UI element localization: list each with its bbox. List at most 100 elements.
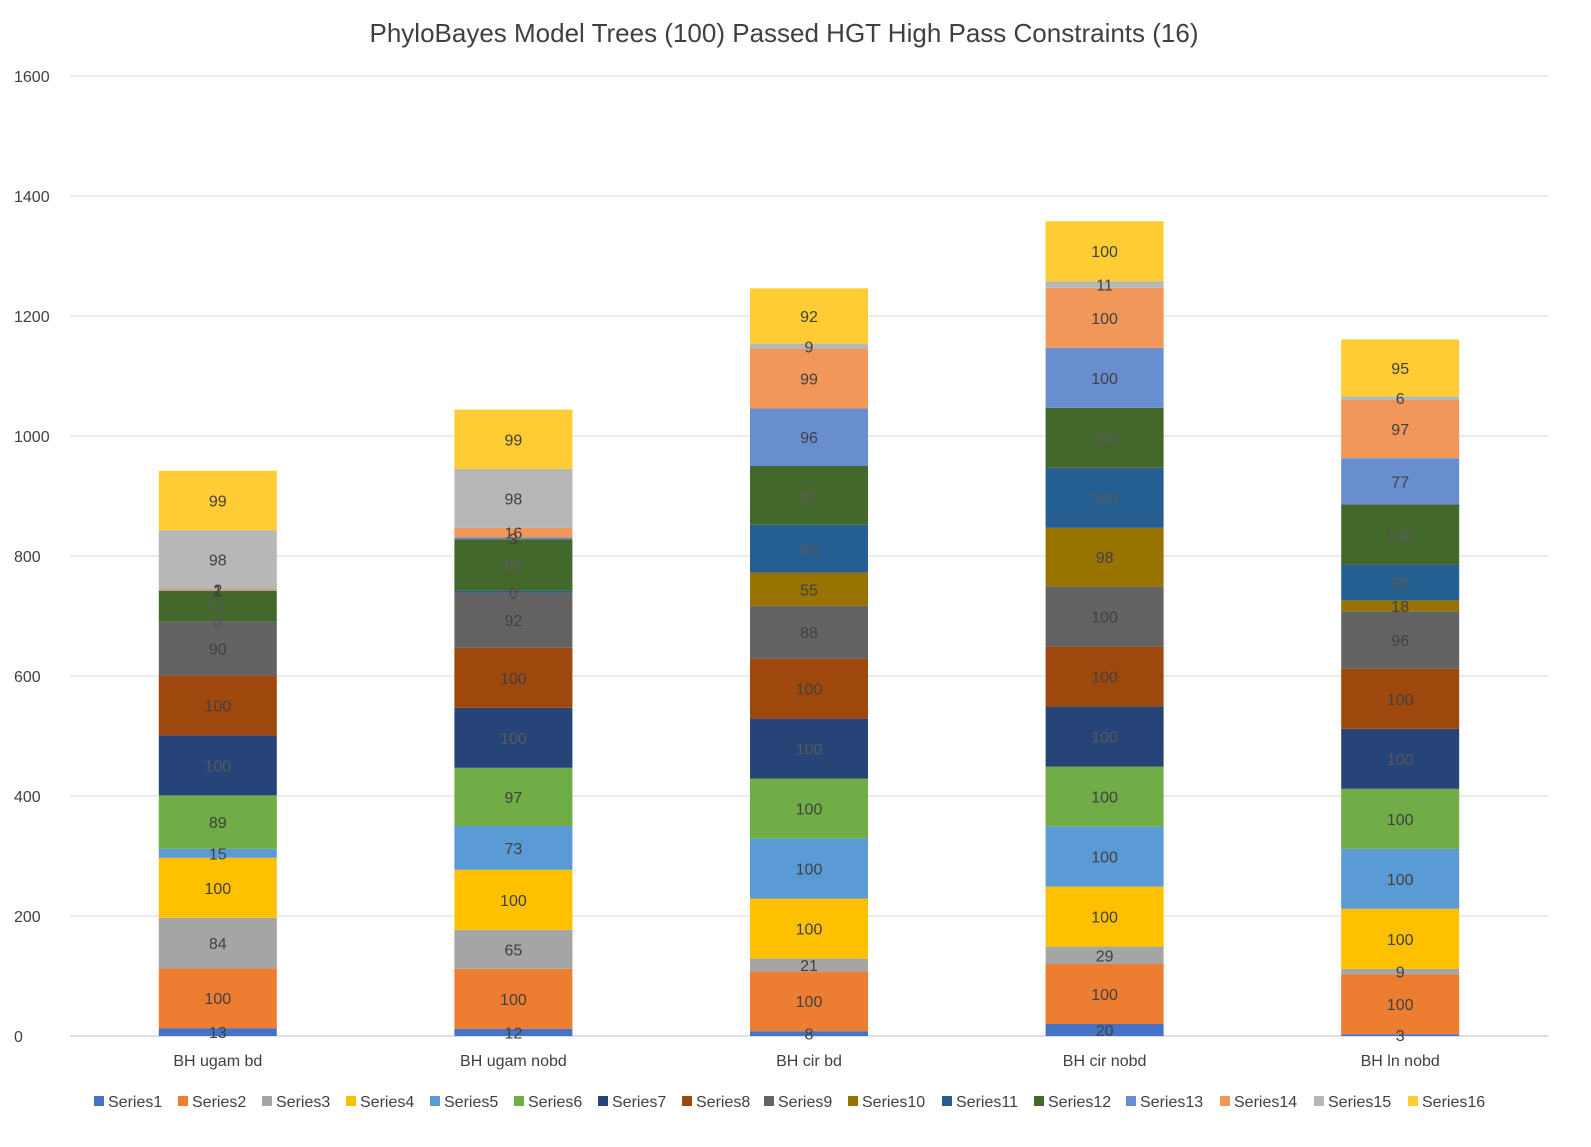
data-label-series1: 3	[1396, 1028, 1405, 1045]
category-label: BH ugam bd	[173, 1053, 262, 1070]
bar-segment-series2	[1341, 974, 1460, 1035]
data-label-series14: 99	[800, 372, 818, 389]
bar-segment-series6	[158, 795, 277, 849]
data-label-series14: 2	[213, 583, 222, 600]
data-label-series12: 100	[1091, 431, 1118, 448]
bar-segment-series9	[158, 621, 277, 676]
bar-segment-series4	[454, 869, 573, 930]
bar-segment-series13	[1341, 458, 1460, 505]
bar-segment-series10	[750, 572, 868, 606]
bar-segment-series6	[1341, 788, 1460, 849]
bar-segment-series14	[158, 589, 277, 591]
legend-label-series3: Series3	[276, 1094, 330, 1111]
data-label-series9: 92	[505, 613, 523, 630]
legend-label-series12: Series12	[1048, 1094, 1111, 1111]
bar-segment-series1	[1045, 1024, 1164, 1036]
bar-segment-series15	[1341, 396, 1460, 400]
bar-segment-series5	[750, 838, 868, 899]
bar-segment-series3	[750, 958, 868, 972]
bar-segment-series12	[158, 590, 277, 622]
data-label-series7: 100	[1091, 730, 1118, 747]
bar-segment-series1	[454, 1028, 573, 1036]
data-label-series12: 51	[209, 599, 227, 616]
data-label-series8: 100	[204, 698, 231, 715]
data-label-series9: 96	[1391, 633, 1409, 650]
bar-segment-series7	[750, 718, 868, 779]
data-label-series8: 100	[796, 682, 823, 699]
data-label-series5: 73	[505, 841, 523, 858]
bar-segment-series12	[1341, 504, 1460, 565]
legend-swatch-series13	[1126, 1096, 1136, 1106]
data-label-series2: 100	[1091, 987, 1118, 1004]
bar-segment-series15	[1045, 281, 1164, 288]
data-label-series9: 100	[1091, 610, 1118, 627]
data-label-series10: 18	[1391, 599, 1409, 616]
bar-segment-series8	[158, 675, 277, 736]
legend-swatch-series5	[430, 1096, 440, 1106]
y-tick-label: 200	[14, 909, 41, 926]
legend-label-series8: Series8	[696, 1094, 750, 1111]
data-label-series5: 100	[1091, 850, 1118, 867]
bar-segment-series11	[1341, 564, 1460, 601]
data-label-series3: 29	[1096, 948, 1114, 965]
bar-segment-series8	[454, 647, 573, 708]
data-label-series10: 0	[213, 614, 222, 631]
data-label-series8: 100	[1387, 692, 1414, 709]
legend-label-series16: Series16	[1422, 1094, 1485, 1111]
data-label-series6: 100	[1387, 812, 1414, 829]
data-label-series1: 8	[805, 1027, 814, 1044]
data-label-series2: 100	[500, 992, 527, 1009]
data-label-series4: 100	[204, 881, 231, 898]
bar-segment-series14	[1341, 400, 1460, 459]
bar-segment-series5	[1045, 826, 1164, 887]
y-tick-label: 800	[14, 549, 41, 566]
data-label-series12: 100	[1387, 527, 1414, 544]
bar-segment-series15	[750, 343, 868, 349]
bar-segment-series14	[454, 527, 573, 538]
data-label-series13: 77	[1391, 474, 1409, 491]
data-label-series6: 100	[1091, 790, 1118, 807]
bar-segment-series13	[158, 590, 277, 591]
legend-swatch-series9	[764, 1096, 774, 1106]
bar-segment-series3	[1341, 968, 1460, 975]
bar-segment-series4	[750, 898, 868, 959]
legend-label-series2: Series2	[192, 1094, 246, 1111]
legend-swatch-series10	[848, 1096, 858, 1106]
bar-segment-series15	[454, 469, 573, 528]
bar-segment-series5	[158, 848, 277, 858]
legend-swatch-series4	[346, 1096, 356, 1106]
bar-segment-series9	[1045, 586, 1164, 647]
legend-swatch-series6	[514, 1096, 524, 1106]
data-label-series7: 100	[204, 758, 231, 775]
bar-segment-series9	[1341, 611, 1460, 669]
bar-segment-series5	[1341, 848, 1460, 909]
legend-label-series11: Series11	[956, 1094, 1018, 1111]
bar-segment-series8	[1045, 646, 1164, 707]
data-label-series12: 86	[505, 558, 523, 575]
bar-segment-series6	[750, 778, 868, 839]
chart-title: PhyloBayes Model Trees (100) Passed HGT …	[369, 18, 1199, 48]
legend-label-series4: Series4	[360, 1094, 414, 1111]
data-label-series5: 100	[1387, 872, 1414, 889]
data-label-series1: 20	[1096, 1023, 1114, 1040]
data-label-series5: 15	[209, 846, 227, 863]
data-label-series7: 100	[500, 731, 527, 748]
category-label: BH cir bd	[776, 1053, 842, 1070]
data-label-series4: 100	[500, 893, 527, 910]
legend-swatch-series12	[1034, 1096, 1044, 1106]
bar-segment-series2	[454, 968, 573, 1029]
bar-segment-series16	[454, 409, 573, 469]
data-label-series15: 98	[505, 491, 523, 508]
data-label-series11: 3	[509, 585, 518, 602]
data-label-series3: 65	[505, 942, 523, 959]
legend-swatch-series8	[682, 1096, 692, 1106]
data-label-series16: 100	[1091, 244, 1118, 261]
bar-segment-series12	[1045, 407, 1164, 468]
data-label-series13: 96	[800, 430, 818, 447]
data-label-series16: 92	[800, 309, 818, 326]
category-label: BH cir nobd	[1063, 1053, 1147, 1070]
data-label-series1: 13	[209, 1025, 227, 1042]
bar-segment-series16	[158, 470, 277, 531]
bar-segment-series13	[1045, 347, 1164, 408]
